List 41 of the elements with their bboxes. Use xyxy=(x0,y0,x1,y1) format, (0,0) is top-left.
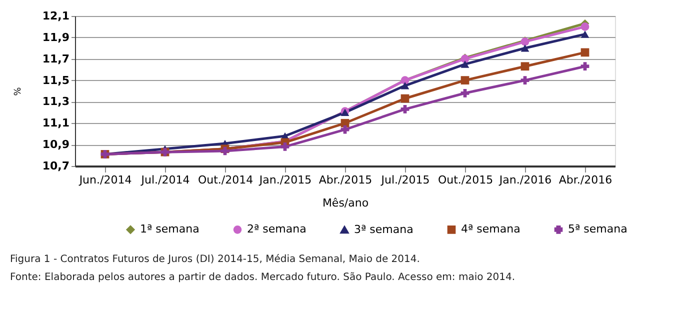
y-tick-label: 11,5 xyxy=(42,74,70,87)
x-tick-label: Out./2014 xyxy=(198,174,254,186)
point xyxy=(400,105,410,114)
x-tick-label: Jul./2015 xyxy=(380,174,430,186)
point xyxy=(280,142,290,151)
point xyxy=(400,82,410,90)
legend-label: 4ª semana xyxy=(461,222,520,236)
legend-label: 5ª semana xyxy=(568,222,628,236)
x-tick-label: Jan./2016 xyxy=(498,174,552,186)
y-tick-label: 11,1 xyxy=(42,116,70,130)
legend-label: 3ª semana xyxy=(354,222,414,236)
x-tick-label: Jun./2014 xyxy=(78,174,132,186)
legend-label: 1ª semana xyxy=(140,222,200,236)
x-tick-label: Abr./2016 xyxy=(558,174,612,186)
point xyxy=(460,88,470,98)
x-tick-label: Jul./2014 xyxy=(140,174,190,186)
y-tick-label: 10,7 xyxy=(42,160,70,172)
point xyxy=(520,62,530,71)
x-tick-label: Jan./2015 xyxy=(258,174,312,186)
point xyxy=(460,76,470,84)
y-tick-label: 11,7 xyxy=(42,52,70,66)
point xyxy=(400,94,410,103)
legend-label: 2ª semana xyxy=(247,222,306,236)
y-tick-label: 10,9 xyxy=(42,138,70,152)
point xyxy=(580,62,590,71)
point xyxy=(460,60,470,68)
point xyxy=(340,125,350,134)
y-tick-label: 11,3 xyxy=(42,95,70,108)
point xyxy=(580,48,590,57)
source-note: Fonte: Elaborada pelos autores a partir de dados. Mercado futuro. São Paulo. Acesso em: maio 2014. xyxy=(10,272,516,283)
x-tick-label: Abr./2015 xyxy=(318,174,372,186)
text: Figura 1 - Contratos Futuros de Juros (DI) 2014-15, Média Semanal, Maio de 2014. xyxy=(10,254,420,265)
y-axis-title: % xyxy=(13,86,24,96)
y-tick-label: 11,9 xyxy=(42,30,70,44)
point xyxy=(520,76,530,84)
x-tick-label: Out./2015 xyxy=(438,174,494,186)
x-axis-title: Mês/ano xyxy=(322,196,369,210)
point xyxy=(580,30,590,38)
point xyxy=(580,22,590,31)
y-tick-label: 12,1 xyxy=(42,10,70,22)
point xyxy=(520,44,530,52)
